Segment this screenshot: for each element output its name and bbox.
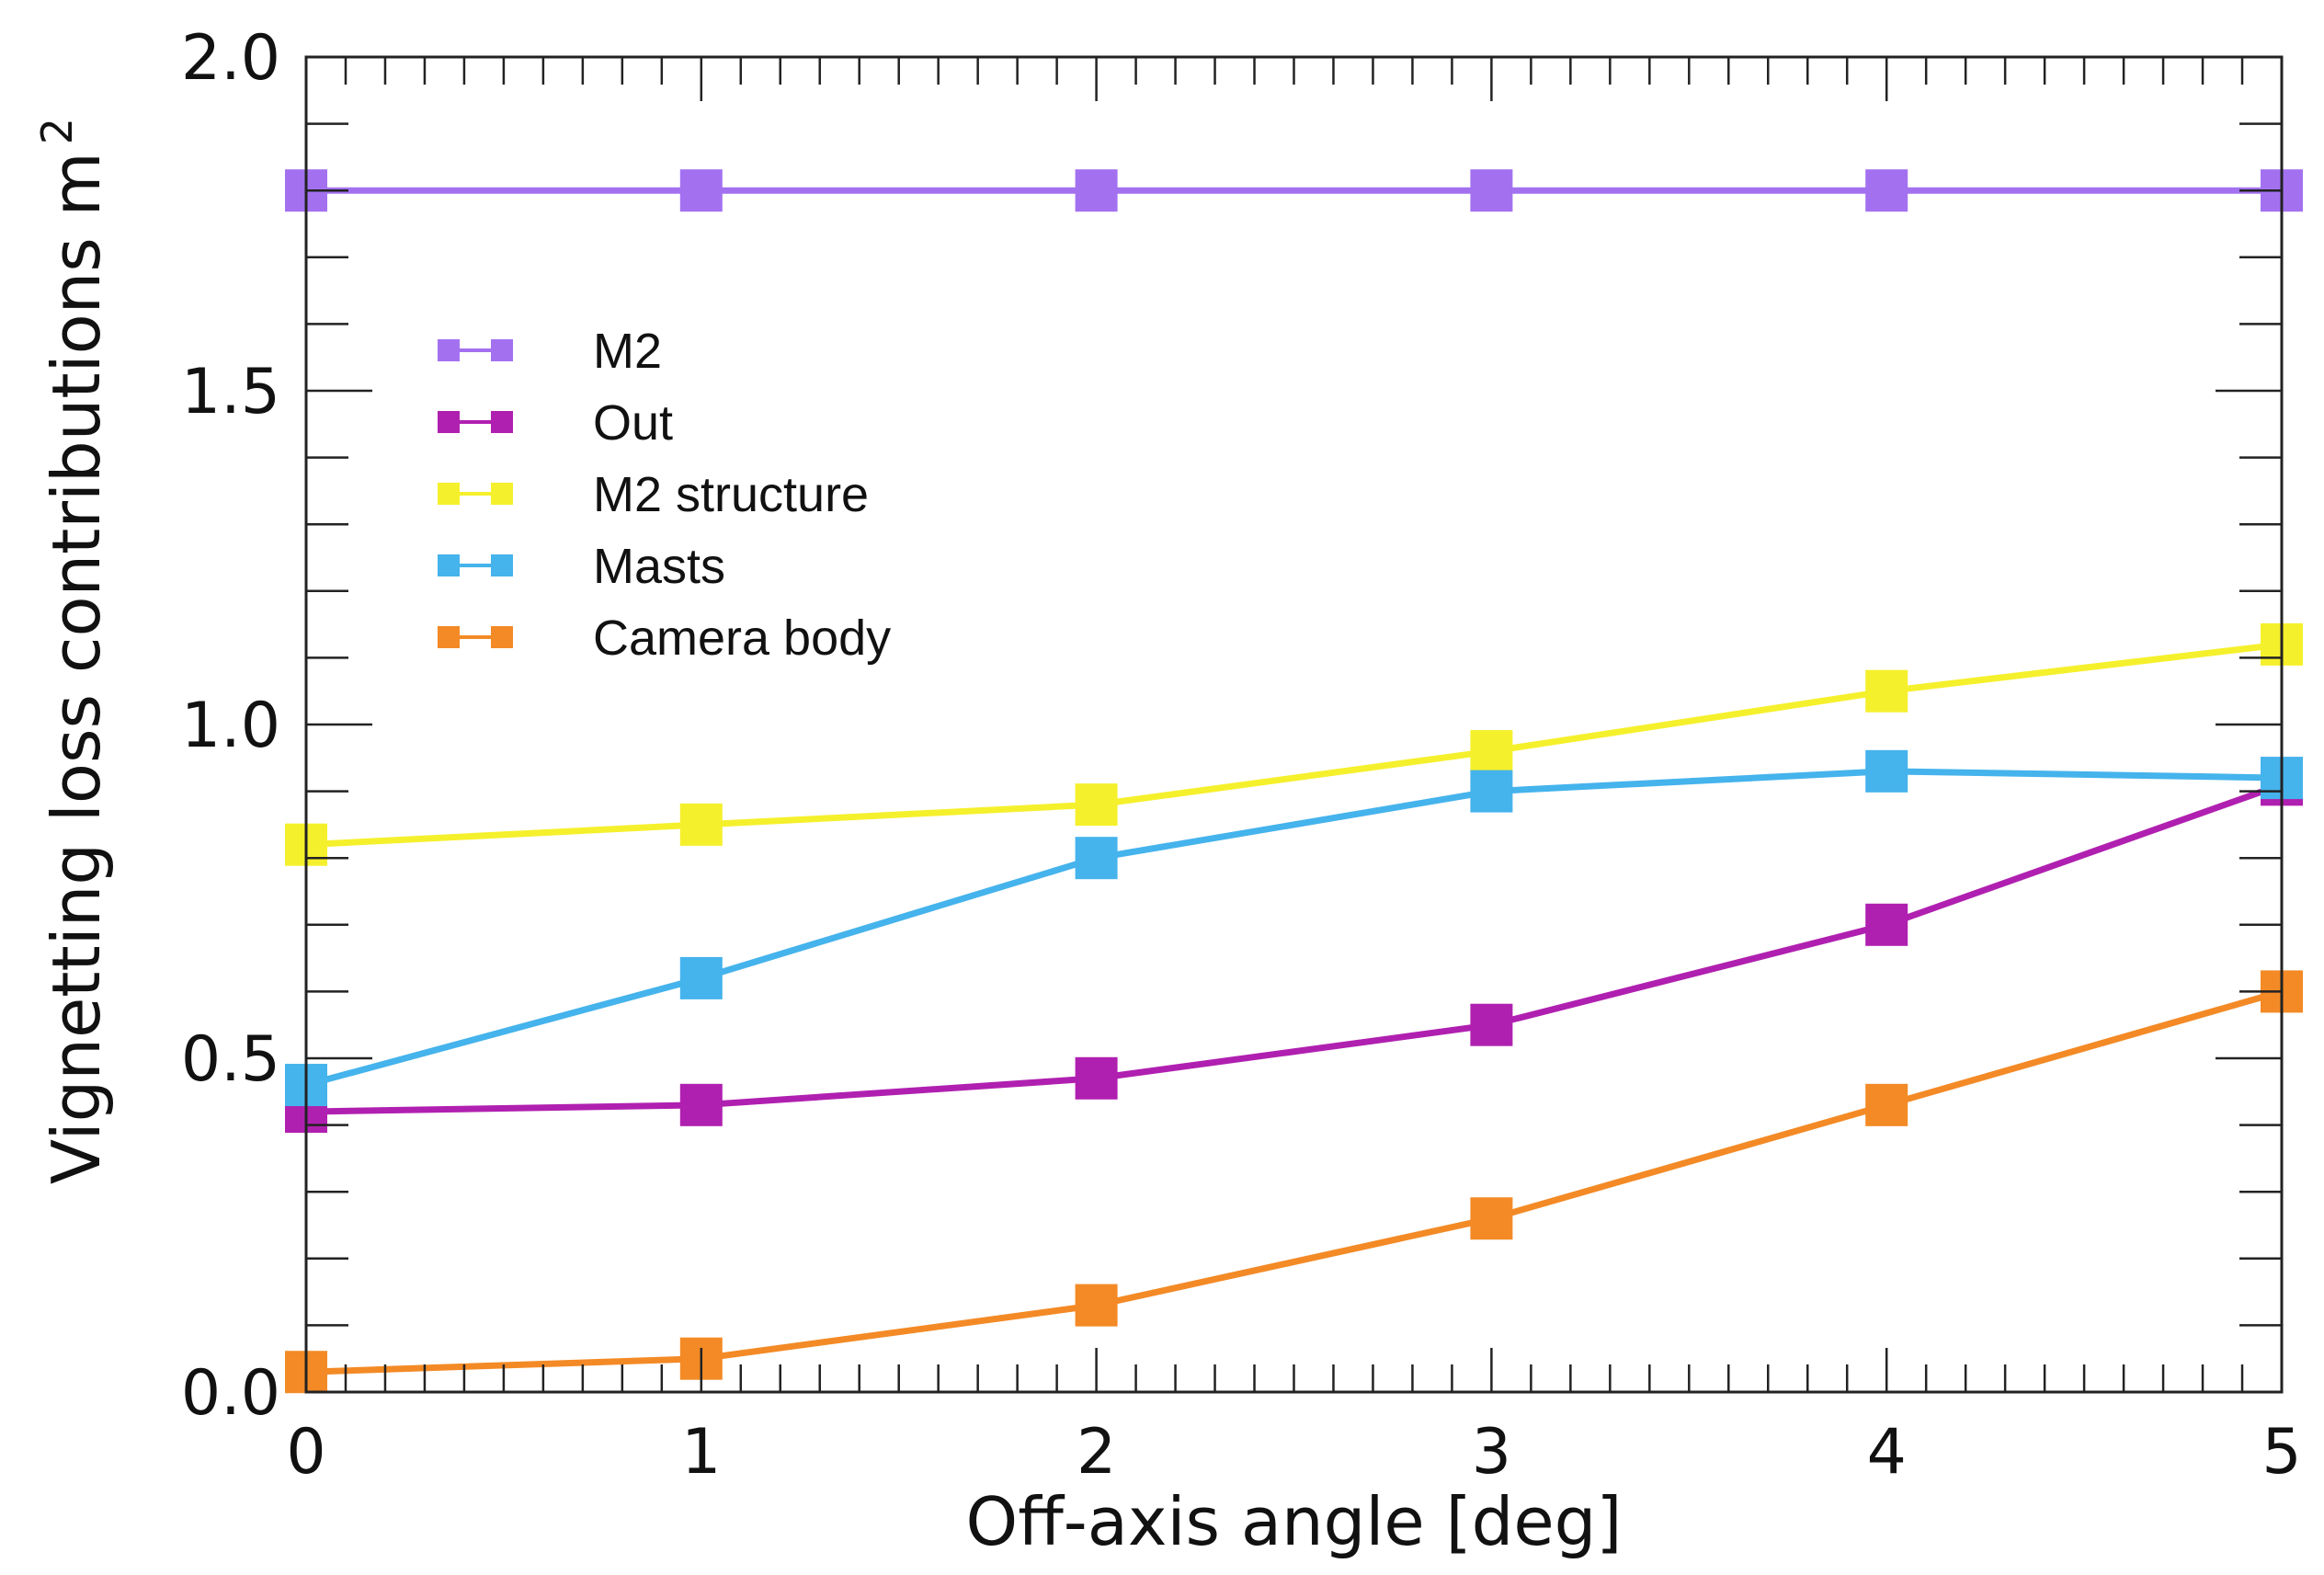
y-tick-label: 0.0 [181, 1357, 280, 1430]
series-line-m2-structure [305, 641, 2283, 849]
series-m2-structure [285, 622, 2303, 866]
legend-marker [438, 483, 460, 505]
data-point-out [679, 1083, 723, 1126]
series-out [285, 763, 2303, 1134]
data-point-camera-body [1075, 1284, 1118, 1327]
legend-label: M2 [593, 324, 662, 379]
plot-frame [304, 55, 2284, 1394]
legend-item-camera-body: Camera body [438, 611, 891, 666]
legend-marker [491, 483, 513, 505]
legend-label: Out [593, 395, 673, 451]
data-point-camera-body [1470, 1197, 1513, 1240]
data-point-masts [1865, 749, 1908, 793]
series-camera-body [285, 970, 2303, 1394]
y-tick-label: 1.0 [181, 690, 280, 762]
data-point-masts [1470, 770, 1513, 813]
legend-label: Camera body [593, 611, 891, 666]
series-line-masts [305, 768, 2283, 1089]
data-point-m2 [1470, 169, 1513, 212]
legend-marker [438, 339, 460, 361]
x-tick-label: 5 [2261, 1416, 2301, 1489]
data-point-m2-structure [1470, 730, 1513, 773]
x-tick-label: 4 [1867, 1416, 1907, 1489]
legend-item-m2-structure: M2 structure [438, 467, 869, 522]
legend-item-out: Out [438, 395, 673, 451]
y-tick-label: 1.5 [181, 356, 280, 428]
y-axis-title-superscript: 2 [32, 118, 82, 144]
labels-layer: 0 1 2 3 4 5 0.0 0.5 1.0 1.5 2.0 [181, 22, 2302, 1489]
legend-marker [491, 626, 513, 648]
data-point-out [1470, 1003, 1513, 1046]
legend: M2 Out M2 structure Masts Camera body [438, 324, 891, 666]
y-axis-title: Vignetting loss contributions m 2 [32, 118, 115, 1184]
legend-marker [491, 339, 513, 361]
ticks-layer [304, 55, 2284, 1394]
data-point-masts [679, 956, 723, 999]
y-tick-label: 2.0 [181, 22, 280, 95]
legend-marker [438, 554, 460, 576]
data-point-m2 [1075, 169, 1118, 212]
x-tick-label: 3 [1472, 1416, 1511, 1489]
data-point-m2 [1865, 169, 1908, 212]
x-tick-label: 0 [286, 1416, 325, 1489]
y-tick-label: 0.5 [181, 1023, 280, 1096]
series-line-camera-body [305, 988, 2283, 1375]
data-point-masts [1075, 837, 1118, 880]
legend-label: Masts [593, 539, 725, 594]
legend-item-m2: M2 [438, 324, 662, 379]
data-point-m2-structure [1075, 783, 1118, 827]
data-point-m2-structure [679, 803, 723, 846]
x-axis-title: Off-axis angle [deg] [966, 1483, 1623, 1560]
series-line-out [305, 782, 2284, 1115]
legend-marker [491, 554, 513, 576]
legend-label: M2 structure [593, 467, 869, 522]
data-point-out [1865, 903, 1908, 946]
legend-item-masts: Masts [438, 539, 725, 594]
legend-marker [491, 411, 513, 433]
data-point-m2-structure [1865, 669, 1908, 713]
legend-marker [438, 626, 460, 648]
x-tick-label: 1 [681, 1416, 721, 1489]
series-layer [285, 169, 2303, 1394]
data-point-camera-body [1865, 1083, 1908, 1126]
legend-marker [438, 411, 460, 433]
y-axis-title-text: Vignetting loss contributions m [38, 152, 115, 1184]
data-point-m2 [679, 169, 723, 212]
data-point-out [1075, 1056, 1118, 1100]
x-tick-label: 2 [1077, 1416, 1116, 1489]
series-m2 [285, 169, 2303, 212]
